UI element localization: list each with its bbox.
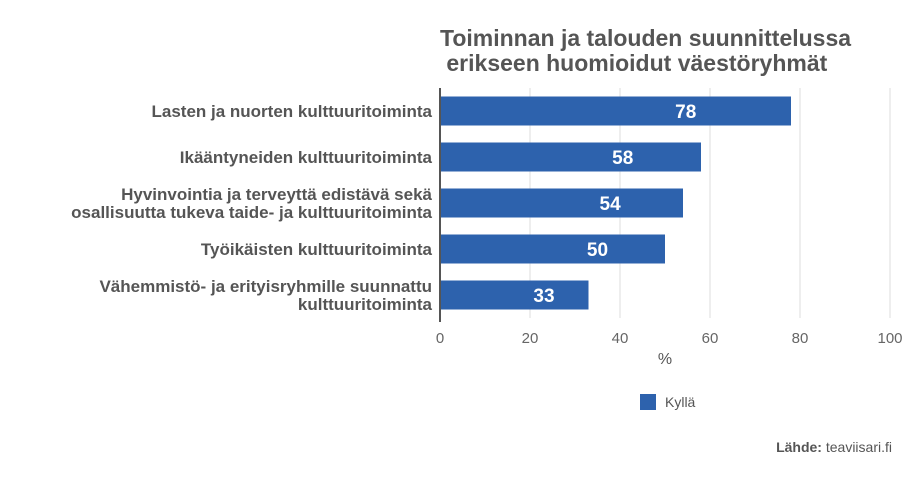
data-label: 58: [612, 148, 633, 169]
bar: [440, 142, 701, 172]
legend: Kyllä: [640, 394, 695, 410]
category-label: Lasten ja nuorten kulttuuritoiminta: [151, 102, 432, 121]
x-tick-label: 0: [436, 330, 444, 347]
category-label: Ikääntyneiden kulttuuritoiminta: [180, 148, 433, 167]
x-tick-label: 60: [702, 330, 719, 347]
x-tick-label: 100: [877, 330, 902, 347]
source-note: Lähde: teaviisari.fi: [776, 439, 892, 455]
bar: [440, 280, 589, 310]
source-label: Lähde:: [776, 439, 822, 455]
category-label: Työikäisten kulttuuritoiminta: [201, 240, 433, 259]
data-label: 33: [533, 286, 554, 307]
category-label: Vähemmistö- ja erityisryhmille suunnattu: [99, 277, 432, 296]
data-label: 78: [675, 102, 696, 123]
category-label: kulttuuritoiminta: [298, 295, 433, 314]
bar: [440, 96, 791, 126]
x-tick-label: 80: [792, 330, 809, 347]
chart-title: Toiminnan ja talouden suunnittelussa eri…: [440, 25, 852, 76]
bar: [440, 234, 665, 264]
data-label: 54: [600, 194, 622, 215]
source-value: teaviisari.fi: [825, 439, 892, 455]
bar: [440, 188, 683, 218]
x-axis-label: %: [658, 351, 672, 368]
legend-label: Kyllä: [665, 394, 696, 410]
x-tick-label: 20: [522, 330, 539, 347]
category-label: osallisuutta tukeva taide- ja kulttuurit…: [71, 203, 432, 222]
data-label: 50: [587, 240, 608, 261]
category-label: Hyvinvointia ja terveyttä edistävä sekä: [121, 185, 432, 204]
legend-swatch: [640, 394, 656, 410]
x-tick-label: 40: [612, 330, 629, 347]
